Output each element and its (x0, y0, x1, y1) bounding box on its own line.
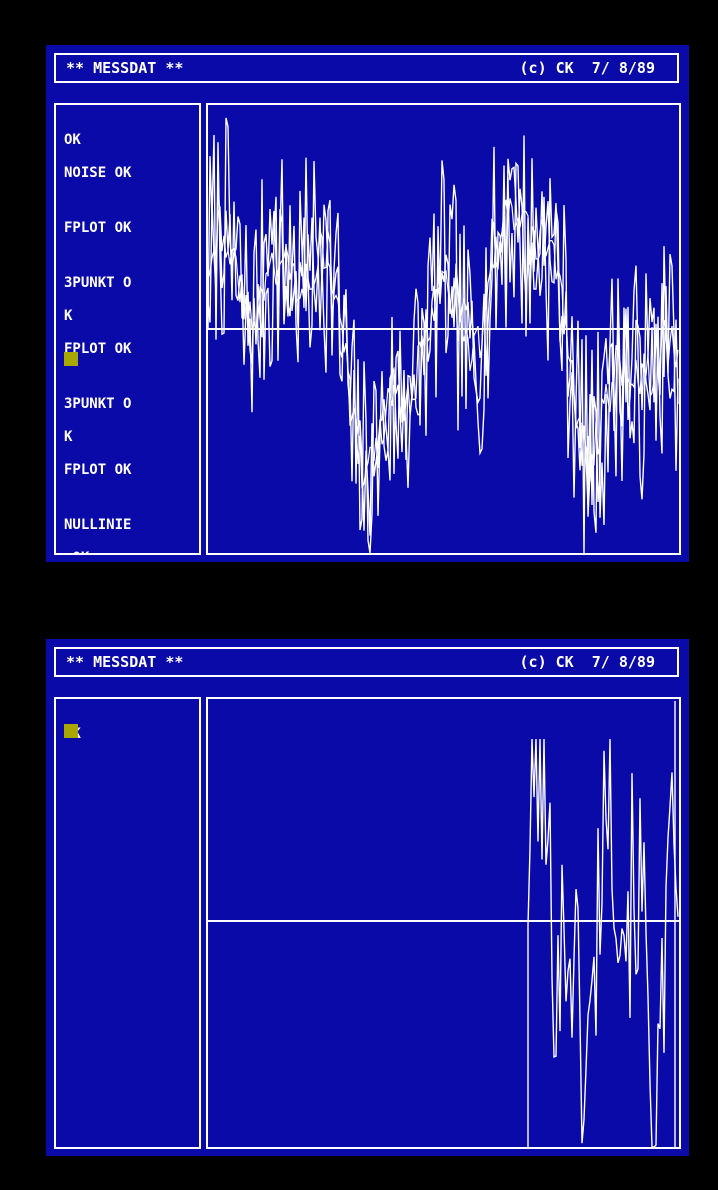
waveform-plot (208, 117, 679, 553)
waveform-trace-raw (208, 117, 679, 553)
waveform-plot (208, 701, 679, 1147)
log-line: NOISE OK (64, 165, 132, 181)
copyright-date: (c) CK 7/ 8/89 (519, 59, 655, 77)
title-bar: ** MESSDAT ** (c) CK 7/ 8/89 (54, 53, 679, 83)
status-log-panel: OK (54, 697, 201, 1149)
plot-area (206, 103, 681, 555)
waveform-trace-raw (527, 738, 679, 1147)
log-line: K (64, 429, 73, 445)
status-log-panel: OK NOISE OK FPLOT OK 3PUNKT O K FPLOT OK… (54, 103, 201, 555)
text-cursor (64, 724, 78, 738)
waveform-trace-fit (208, 198, 679, 489)
plot-area (206, 697, 681, 1149)
log-line: FPLOT OK (64, 220, 132, 236)
log-line: OK (64, 132, 81, 148)
messdat-screen-2: ** MESSDAT ** (c) CK 7/ 8/89 OK (46, 639, 689, 1156)
title-bar: ** MESSDAT ** (c) CK 7/ 8/89 (54, 647, 679, 677)
messdat-screen-1: ** MESSDAT ** (c) CK 7/ 8/89 OK NOISE OK… (46, 45, 689, 562)
status-log: OK NOISE OK FPLOT OK 3PUNKT O K FPLOT OK… (64, 113, 132, 553)
log-line: 3PUNKT O (64, 275, 132, 291)
waveform-trace-smoothed (208, 158, 679, 536)
log-line: K (64, 308, 73, 324)
program-title: ** MESSDAT ** (66, 653, 184, 671)
text-cursor (64, 352, 78, 366)
copyright-date: (c) CK 7/ 8/89 (519, 653, 655, 671)
program-title: ** MESSDAT ** (66, 59, 184, 77)
log-line: NULLINIE (64, 517, 132, 533)
log-line: FPLOT OK (64, 462, 132, 478)
log-line: OK (72, 551, 89, 553)
log-line: 3PUNKT O (64, 396, 132, 412)
